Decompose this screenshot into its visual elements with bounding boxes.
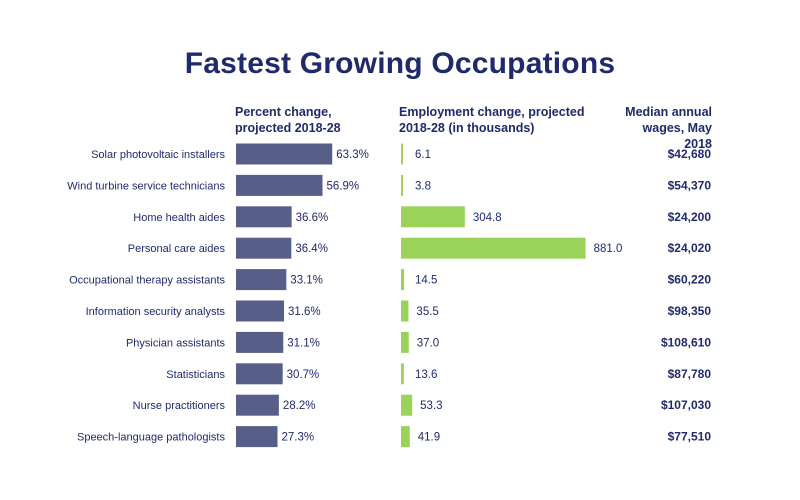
percent-change-bar <box>236 300 285 322</box>
category-label: Nurse practitioners <box>133 400 226 412</box>
employment-change-bar <box>401 237 586 259</box>
employment-change-value-label: 13.6 <box>415 369 437 381</box>
category-label: Information security analysts <box>86 306 226 318</box>
employment-change-value-label: 881.0 <box>594 243 623 255</box>
percent-change-value-label: 28.2% <box>283 400 316 412</box>
employment-change-value-label: 41.9 <box>418 432 440 444</box>
median-wage-value: $54,370 <box>668 178 712 192</box>
employment-change-value-label: 35.5 <box>416 306 438 318</box>
employment-change-bar <box>401 300 409 322</box>
percent-change-bar <box>236 206 292 228</box>
median-wage-header: Median annual wages, May 2018 <box>625 105 712 151</box>
category-label: Occupational therapy assistants <box>69 275 225 287</box>
percent-change-bar <box>236 269 287 291</box>
median-wage-value: $42,680 <box>668 147 712 161</box>
percent-change-value-label: 31.6% <box>288 306 321 318</box>
category-label: Statisticians <box>166 369 225 381</box>
median-wage-value: $77,510 <box>668 430 712 444</box>
percent-change-value-label: 33.1% <box>290 275 323 287</box>
median-wage-value: $24,020 <box>668 241 712 255</box>
employment-change-value-label: 37.0 <box>417 337 439 349</box>
employment-change-bar <box>401 363 404 385</box>
category-label: Physician assistants <box>126 337 226 349</box>
median-wage-value: $60,220 <box>668 273 712 287</box>
percent-change-bar <box>236 143 333 165</box>
percent-change-value-label: 63.3% <box>336 149 369 161</box>
category-label: Wind turbine service technicians <box>67 180 225 192</box>
percent-change-bar <box>236 426 278 448</box>
employment-change-bar <box>401 394 413 416</box>
percent-change-value-label: 30.7% <box>287 369 320 381</box>
median-wage-value: $107,030 <box>661 398 711 412</box>
employment-change-bar <box>401 206 465 228</box>
median-wage-value: $108,610 <box>661 335 711 349</box>
category-label: Personal care aides <box>128 243 226 255</box>
employment-change-value-label: 6.1 <box>415 149 431 161</box>
percent-change-value-label: 36.4% <box>295 243 328 255</box>
category-label: Speech-language pathologists <box>77 432 226 444</box>
employment-change-bar <box>401 174 403 196</box>
employment-change-value-label: 53.3 <box>420 400 442 412</box>
employment-change-bar <box>401 143 403 165</box>
percent-change-bar <box>236 174 323 196</box>
percent-change-value-label: 36.6% <box>296 212 329 224</box>
median-wage-value: $98,350 <box>668 304 712 318</box>
percent-change-header: Percent change, projected 2018-28 <box>235 105 341 135</box>
percent-change-bar <box>236 394 279 416</box>
category-label: Home health aides <box>133 212 225 224</box>
percent-change-value-label: 27.3% <box>281 432 314 444</box>
percent-change-value-label: 31.1% <box>287 337 320 349</box>
percent-change-bar <box>236 331 284 353</box>
employment-change-value-label: 304.8 <box>473 212 502 224</box>
employment-change-bar <box>401 331 409 353</box>
median-wage-value: $24,200 <box>668 210 712 224</box>
percent-change-bar <box>236 237 292 259</box>
median-wage-value: $87,780 <box>668 367 712 381</box>
chart-title: Fastest Growing Occupations <box>184 47 616 80</box>
percent-change-bar <box>236 363 283 385</box>
category-label: Solar photovoltaic installers <box>91 149 225 161</box>
employment-change-value-label: 3.8 <box>415 180 431 192</box>
employment-change-header: Employment change, projected 2018-28 (in… <box>399 105 585 135</box>
percent-change-value-label: 56.9% <box>326 180 359 192</box>
employment-change-bar <box>401 426 410 448</box>
employment-change-bar <box>401 269 405 291</box>
employment-change-value-label: 14.5 <box>415 275 437 287</box>
